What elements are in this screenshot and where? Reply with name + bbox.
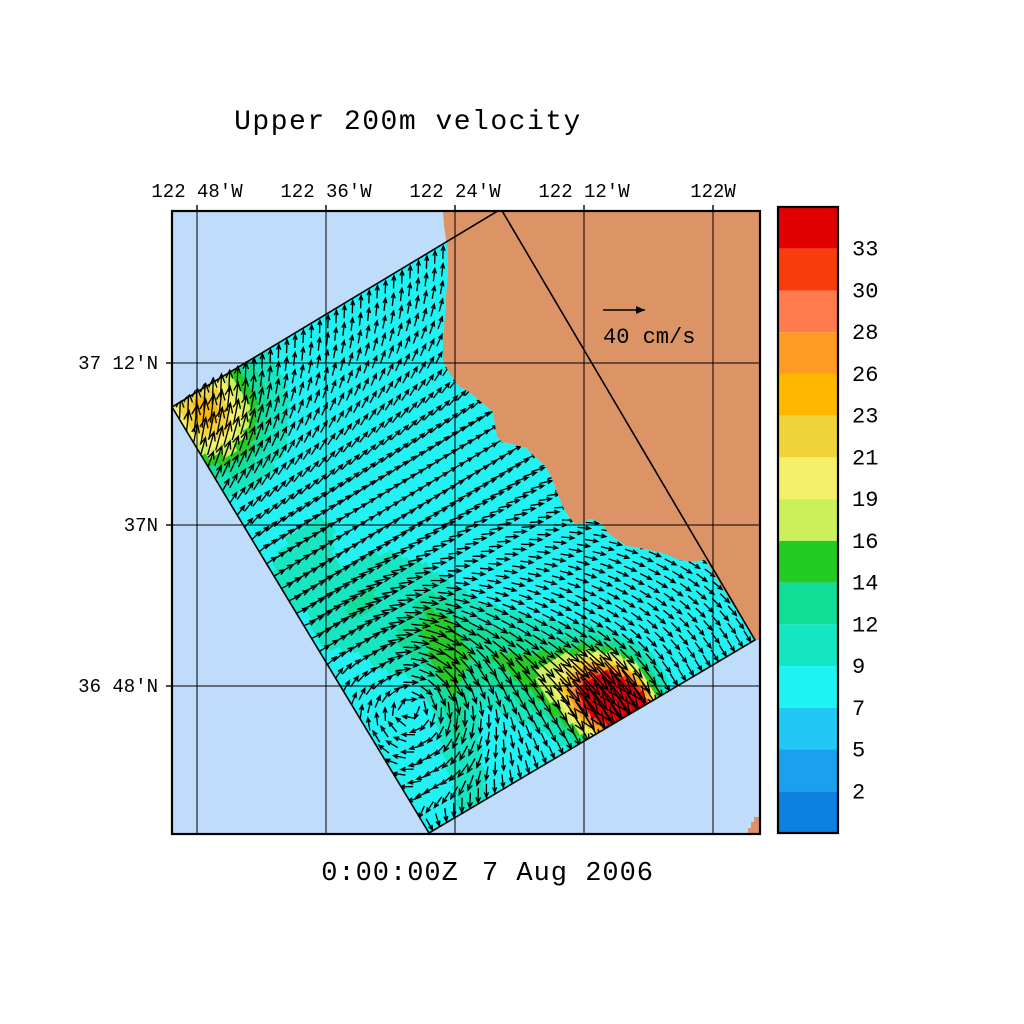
svg-text:122 12'W: 122 12'W [538,181,630,203]
svg-text:7: 7 [852,697,865,722]
svg-text:122 24'W: 122 24'W [409,181,501,203]
svg-text:7 Aug 2006: 7 Aug 2006 [482,859,654,889]
svg-text:19: 19 [852,488,878,513]
svg-text:21: 21 [852,446,878,471]
svg-text:12: 12 [852,613,878,638]
svg-text:14: 14 [852,572,878,597]
svg-text:122 36'W: 122 36'W [280,181,372,203]
svg-text:122 48'W: 122 48'W [151,181,243,203]
svg-text:26: 26 [852,363,878,388]
svg-text:37 12'N: 37 12'N [78,353,158,375]
svg-text:Upper 200m velocity: Upper 200m velocity [234,107,582,138]
svg-text:37N: 37N [124,515,158,537]
svg-text:9: 9 [852,655,865,680]
svg-text:30: 30 [852,280,878,305]
svg-text:23: 23 [852,405,878,430]
svg-text:33: 33 [852,238,878,263]
svg-text:28: 28 [852,321,878,346]
svg-text:40 cm/s: 40 cm/s [603,325,695,350]
svg-text:16: 16 [852,530,878,555]
svg-text:2: 2 [852,780,865,805]
svg-text:122W: 122W [690,181,736,203]
svg-text:0:00:00Z: 0:00:00Z [321,859,459,889]
svg-text:36 48'N: 36 48'N [78,676,158,698]
svg-text:5: 5 [852,739,865,764]
